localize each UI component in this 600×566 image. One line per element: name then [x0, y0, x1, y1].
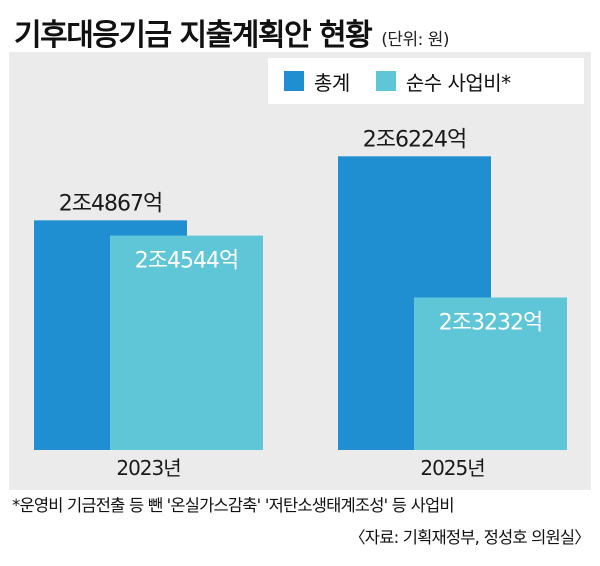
category-label-2025년: 2025년 [420, 456, 484, 480]
data-label-2023년-series-0: 2조4867억 [59, 191, 162, 216]
legend-item-project-cost: 순수 사업비* [375, 67, 511, 96]
chart-title: 기후대응기금 지출계획안 현황 [14, 18, 373, 53]
bar-2025년-series-1 [414, 297, 567, 450]
legend-item-total: 총계 [284, 67, 350, 96]
data-label-2025년-series-1: 2조3232억 [439, 310, 542, 335]
legend-swatch-project-cost [375, 71, 396, 91]
legend-label-total: 총계 [314, 70, 350, 95]
unit-label: (단위: 원) [381, 30, 450, 50]
source-note: 〈자료: 기획재정부, 정성호 의원실〉 [349, 528, 591, 547]
data-label-2023년-series-1: 2조4544억 [135, 249, 238, 274]
bar-2023년-series-1 [110, 235, 263, 450]
legend-label-project-cost: 순수 사업비* [405, 70, 511, 95]
chart-header: 기후대응기금 지출계획안 현황 (단위: 원) [14, 10, 450, 53]
legend: 총계 순수 사업비* [268, 58, 584, 104]
footnote: *운영비 기금전출 등 뺀 '온실가스감축' '저탄소생태계조성' 등 사업비 [12, 496, 455, 515]
legend-swatch-total [284, 71, 304, 91]
category-label-2023년: 2023년 [116, 456, 180, 480]
data-label-2025년-series-0: 2조6224억 [363, 127, 466, 152]
